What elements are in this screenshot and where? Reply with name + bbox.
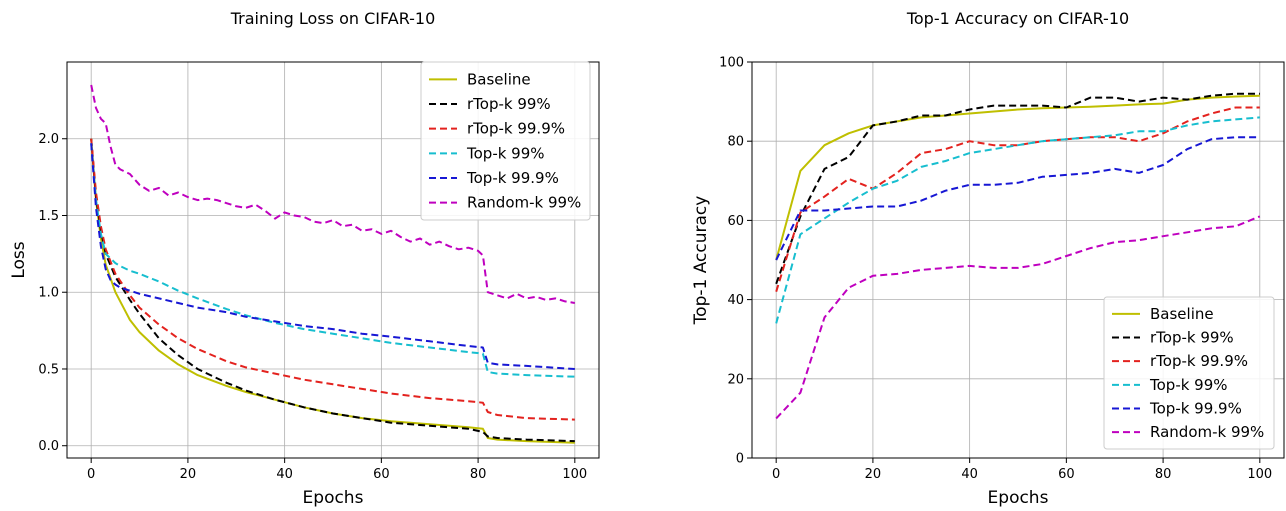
axes-frame xyxy=(66,61,600,459)
x-tick-label: 60 xyxy=(373,467,390,482)
x-tick-label: 40 xyxy=(276,467,293,482)
legend-label-rtop-k-99: rTop-k 99% xyxy=(467,95,551,113)
series-line-rtop-k-99-9 xyxy=(90,138,575,421)
legend-label-top-k-99-9: Top-k 99.9% xyxy=(466,169,559,187)
y-tick-label: 40 xyxy=(727,293,744,308)
legend-label-top-k-99: Top-k 99% xyxy=(466,144,545,162)
x-tick-label: 20 xyxy=(865,467,882,482)
y-tick-label: 1.5 xyxy=(38,209,59,224)
chart-title: Training Loss on CIFAR-10 xyxy=(230,9,436,28)
legend-label-random-k-99: Random-k 99% xyxy=(467,194,581,212)
x-tick-label: 0 xyxy=(772,467,780,482)
legend-label-rtop-k-99: rTop-k 99% xyxy=(1150,329,1234,347)
y-tick-label: 80 xyxy=(727,135,744,150)
x-axis-label: Epochs xyxy=(303,488,364,508)
y-tick-label: 0.0 xyxy=(38,439,59,454)
series-line-rtop-k-99 xyxy=(775,92,1260,285)
chart-title: Top-1 Accuracy on CIFAR-10 xyxy=(906,9,1129,28)
x-tick-label: 20 xyxy=(180,467,197,482)
y-tick-label: 60 xyxy=(727,214,744,229)
series-line-random-k-99 xyxy=(775,215,1261,420)
y-tick-label: 0.5 xyxy=(38,362,59,377)
series-line-top-k-99 xyxy=(775,116,1260,324)
chart-2: 0 20 40 60 80 100 0 20 40 60 80 100 Top-1 Accuracy o… xyxy=(691,9,1285,508)
legend-box xyxy=(420,61,591,221)
legend-label-top-k-99-9: Top-k 99.9% xyxy=(1149,400,1242,418)
series-line-rtop-k-99-9 xyxy=(775,106,1260,292)
x-tick-label: 40 xyxy=(961,467,978,482)
x-tick-label: 80 xyxy=(470,467,487,482)
x-tick-label: 100 xyxy=(1247,467,1272,482)
x-tick-label: 80 xyxy=(1155,467,1172,482)
series-line-random-k-99 xyxy=(90,84,575,304)
x-axis-label: Epochs xyxy=(988,488,1049,508)
legend: Baseline rTop-k 99% rTop-k 99.9% Top-k 99% T… xyxy=(1103,296,1275,450)
y-axis-label: Top-1 Accuracy xyxy=(691,196,711,326)
y-tick-label: 20 xyxy=(727,372,744,387)
series-line-baseline xyxy=(775,94,1260,261)
y-tick-label: 1.0 xyxy=(38,286,59,301)
legend-label-baseline: Baseline xyxy=(1150,305,1214,323)
series-line-rtop-k-99 xyxy=(90,138,575,443)
y-tick-label: 0 xyxy=(736,452,744,467)
y-axis-label: Loss xyxy=(9,241,29,278)
x-tick-label: 60 xyxy=(1058,467,1075,482)
legend-label-top-k-99: Top-k 99% xyxy=(1149,376,1228,394)
legend-label-rtop-k-99-9: rTop-k 99.9% xyxy=(1150,352,1248,370)
legend-label-rtop-k-99-9: rTop-k 99.9% xyxy=(467,120,565,138)
axes-frame xyxy=(751,61,1285,459)
series-line-top-k-99 xyxy=(90,143,575,378)
legend: Baseline rTop-k 99% rTop-k 99.9% Top-k 99% T… xyxy=(420,61,591,221)
legend-label-baseline: Baseline xyxy=(467,70,531,88)
chart-1: 0 20 40 60 80 100 0.0 0.5 1.0 1.5 2.0 Training Loss… xyxy=(9,9,600,508)
plot-area xyxy=(90,84,575,444)
plot-area xyxy=(775,92,1261,420)
series-line-top-k-99-9 xyxy=(90,143,575,370)
legend-label-random-k-99: Random-k 99% xyxy=(1150,423,1264,441)
legend-box xyxy=(1103,296,1275,450)
y-tick-label: 100 xyxy=(719,56,744,71)
series-line-top-k-99-9 xyxy=(775,136,1260,261)
x-tick-label: 0 xyxy=(87,467,95,482)
y-tick-label: 2.0 xyxy=(38,132,59,147)
x-tick-label: 100 xyxy=(562,467,587,482)
